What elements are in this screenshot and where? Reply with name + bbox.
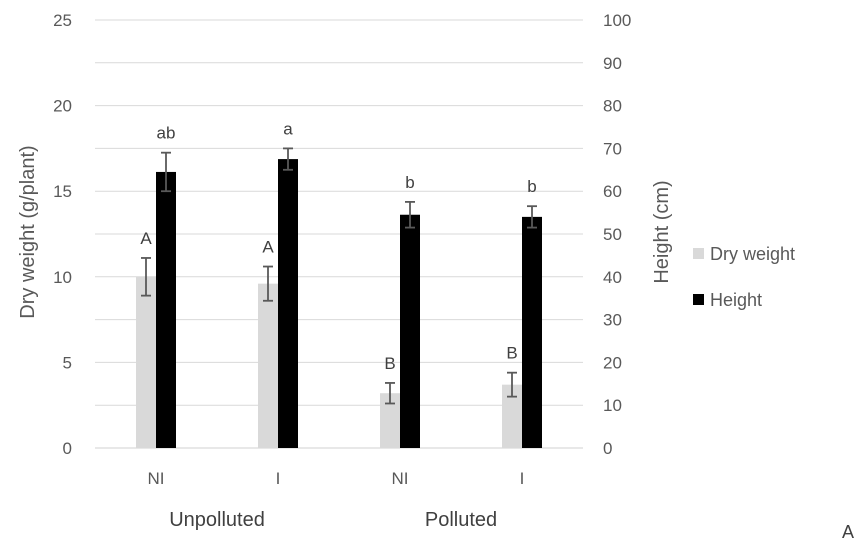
significance-label: a: [283, 119, 293, 138]
y-axis-title: Dry weight (g/plant): [17, 145, 39, 318]
panel-corner-label: A: [842, 522, 854, 538]
bar-dry-weight: [258, 283, 278, 448]
category-label: I: [520, 469, 525, 488]
error-bar: [263, 265, 273, 302]
bar-height: [400, 214, 420, 448]
category-labels: NI I NI I: [148, 469, 525, 488]
y2-tick-label: 10: [603, 396, 622, 415]
significance-label: ab: [157, 124, 176, 143]
y2-tick-label: 30: [603, 311, 622, 330]
y-tick-label: 0: [63, 439, 72, 458]
y2-tick-label: 20: [603, 353, 622, 372]
significance-label: A: [262, 238, 274, 257]
right-axis-ticks: 0 10 20 30 40 50 60 70 80 90 100: [603, 11, 631, 458]
bar-height: [522, 216, 542, 448]
bar-height: [278, 159, 298, 448]
error-bar: [283, 147, 293, 171]
legend-swatch-height: [693, 294, 704, 305]
y-tick-label: 20: [53, 97, 72, 116]
left-axis-ticks: 0 5 10 15 20 25: [53, 11, 72, 458]
error-bar: [385, 382, 395, 405]
error-bar: [507, 371, 517, 398]
y-tick-label: 25: [53, 11, 72, 30]
y2-tick-label: 0: [603, 439, 612, 458]
gridlines: [95, 19, 583, 449]
significance-label: B: [506, 344, 517, 363]
y-tick-label: 5: [63, 353, 72, 372]
significance-label: A: [140, 229, 152, 248]
y2-tick-label: 100: [603, 11, 631, 30]
legend: Dry weight Height: [693, 244, 795, 310]
bar-height: [156, 171, 176, 448]
y2-tick-label: 60: [603, 182, 622, 201]
group-labels: Unpolluted Polluted: [169, 509, 497, 531]
bar-dry-weight: [136, 276, 156, 448]
bar-dry-weight: [380, 393, 400, 448]
y-tick-label: 10: [53, 268, 72, 287]
group-label-polluted: Polluted: [425, 509, 497, 531]
category-label: NI: [148, 469, 165, 488]
error-bar: [161, 151, 171, 193]
bar-dry-weight: [502, 384, 522, 448]
legend-swatch-dry-weight: [693, 248, 704, 259]
legend-label-dry-weight: Dry weight: [710, 244, 795, 264]
y2-tick-label: 40: [603, 268, 622, 287]
y2-axis-title: Height (cm): [651, 180, 673, 283]
y2-tick-label: 50: [603, 225, 622, 244]
y2-tick-label: 80: [603, 97, 622, 116]
error-bar: [527, 205, 537, 229]
y2-tick-label: 90: [603, 54, 622, 73]
group-label-unpolluted: Unpolluted: [169, 509, 265, 531]
error-bars: [141, 147, 537, 405]
y2-tick-label: 70: [603, 139, 622, 158]
error-bar: [141, 257, 151, 297]
error-bar: [405, 200, 415, 229]
bars: [136, 159, 542, 448]
y-tick-label: 15: [53, 182, 72, 201]
significance-label: b: [405, 173, 414, 192]
significance-label: b: [527, 177, 536, 196]
legend-label-height: Height: [710, 290, 762, 310]
significance-label: B: [384, 354, 395, 373]
category-label: I: [276, 469, 281, 488]
category-label: NI: [392, 469, 409, 488]
